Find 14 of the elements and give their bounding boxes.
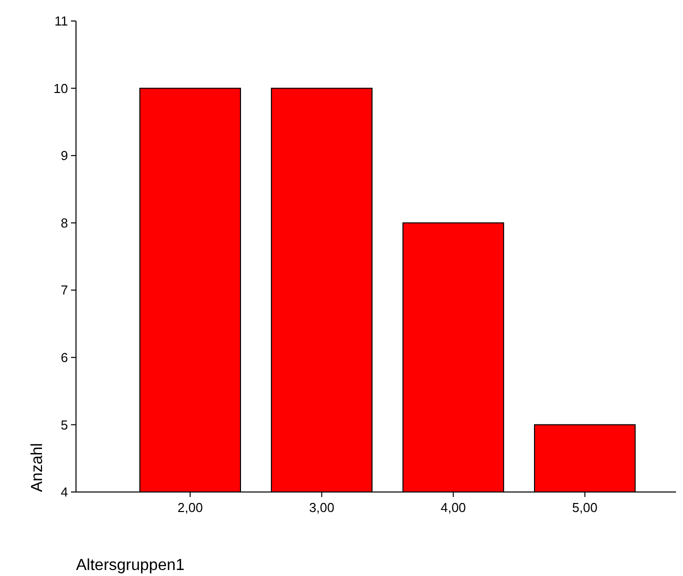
y-tick-label: 10 bbox=[54, 80, 68, 96]
y-axis-title: Anzahl bbox=[29, 443, 46, 492]
y-tick-label: 7 bbox=[60, 282, 68, 298]
x-tick-label: 3,00 bbox=[309, 500, 334, 515]
y-tick-label: 5 bbox=[60, 417, 68, 432]
x-axis-title: Altersgruppen1 bbox=[76, 557, 185, 574]
x-tick-label: 5,00 bbox=[572, 500, 598, 515]
x-tick-label: 4,00 bbox=[440, 500, 466, 515]
y-tick-label: 6 bbox=[60, 350, 68, 365]
y-tick-label: 9 bbox=[60, 148, 68, 164]
x-tick-label: 2,00 bbox=[178, 500, 203, 515]
y-tick-label: 11 bbox=[54, 14, 68, 29]
y-tick-label: 8 bbox=[60, 215, 68, 230]
y-tick-label: 4 bbox=[60, 484, 68, 500]
